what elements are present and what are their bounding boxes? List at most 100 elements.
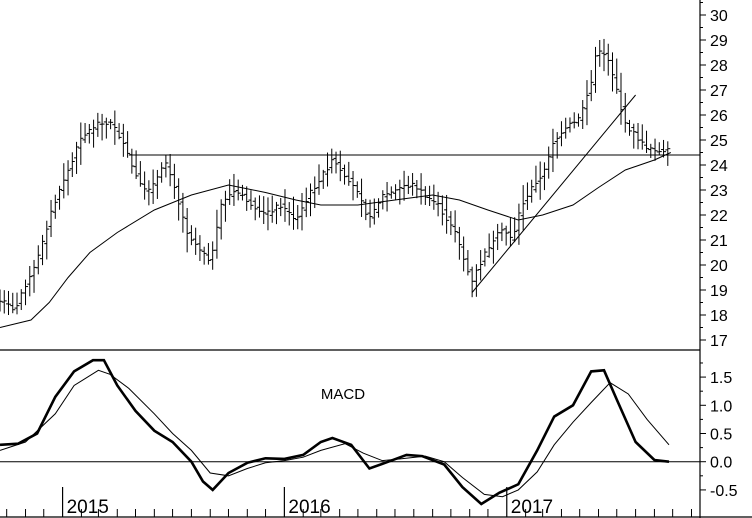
price-bar (27, 266, 33, 297)
price-bar (478, 250, 484, 281)
price-bar (405, 175, 411, 195)
price-bar (146, 180, 152, 206)
price-bar (78, 122, 84, 165)
price-bar (1, 290, 7, 314)
price-bar (0, 289, 3, 312)
price-y-tick-label: 19 (710, 283, 728, 300)
price-bar (108, 119, 114, 130)
price-bar (652, 138, 658, 161)
price-bar (184, 208, 190, 253)
price-bar (150, 169, 156, 204)
price-bar (137, 161, 143, 187)
price-bar (235, 179, 241, 201)
price-bar (533, 165, 539, 193)
price-bar (512, 217, 518, 243)
price-moving-average-line (0, 152, 672, 328)
price-bar (550, 128, 556, 173)
price-y-tick-label: 18 (710, 308, 728, 325)
price-bar (627, 119, 633, 136)
price-bar (507, 217, 513, 247)
price-bar (52, 194, 58, 219)
price-bar (376, 198, 382, 218)
price-bar (431, 184, 437, 210)
price-bar (580, 100, 586, 129)
price-bar (290, 196, 296, 230)
x-axis: 2015 2016 2017 (6, 487, 692, 518)
price-bar (201, 246, 207, 265)
price-bar (622, 92, 628, 133)
price-bar (575, 113, 581, 127)
price-bar (261, 196, 267, 225)
price-bar (503, 225, 509, 246)
price-panel (0, 38, 700, 328)
price-y-tick-label: 23 (710, 183, 728, 200)
price-bar (588, 70, 594, 102)
macd-annotation: MACD (321, 386, 365, 403)
price-bar (367, 199, 373, 228)
macd-panel: MACD (0, 358, 700, 506)
price-y-tick-label: 24 (710, 158, 728, 175)
price-bar (269, 195, 275, 223)
macd-y-axis: -0.5 0.0 0.5 1.0 1.5 (700, 362, 738, 500)
price-y-tick-label: 22 (710, 208, 728, 225)
price-bar (473, 264, 479, 297)
price-bar (69, 152, 75, 178)
price-bar (74, 141, 80, 174)
price-bar (112, 110, 118, 145)
price-bar (490, 230, 496, 264)
price-bar (248, 190, 254, 210)
price-bar (163, 155, 169, 178)
macd-series-thick (0, 358, 670, 506)
price-bar (388, 186, 394, 199)
price-bar (214, 209, 220, 259)
price-y-tick-label: 17 (710, 333, 728, 350)
price-bar (529, 179, 535, 203)
price-bar (354, 181, 360, 198)
price-bar (384, 181, 390, 212)
price-bar (273, 201, 279, 225)
price-bar (265, 197, 271, 231)
price-bar (584, 80, 590, 126)
price-bar (197, 235, 203, 262)
price-bar (40, 234, 46, 266)
price-bar (82, 123, 88, 144)
price-bar (567, 117, 573, 133)
price-bar (205, 243, 211, 265)
price-bar (563, 117, 569, 139)
price-bar (103, 117, 109, 139)
price-bar (176, 178, 182, 221)
price-bar (452, 210, 458, 243)
price-bar (286, 202, 292, 226)
price-bar (35, 245, 41, 275)
price-bar (218, 199, 224, 240)
price-bar (325, 152, 331, 187)
price-bar (316, 164, 322, 195)
price-bar (639, 124, 645, 150)
price-bar (308, 183, 314, 217)
price-bar (456, 226, 462, 260)
price-bar (299, 192, 305, 231)
price-bar (337, 150, 343, 182)
price-bar (329, 148, 335, 174)
price-bar (656, 142, 662, 156)
price-bar (482, 248, 488, 267)
price-bar (499, 222, 505, 242)
price-bar (537, 161, 543, 200)
price-bars (0, 38, 671, 315)
price-bar (614, 58, 620, 94)
price-bar (95, 112, 101, 137)
x-tick-label: 2016 (288, 497, 330, 518)
price-bar (180, 192, 186, 233)
x-tick-label: 2015 (67, 497, 109, 518)
price-bar (99, 113, 105, 141)
price-bar (610, 52, 615, 92)
price-bar (125, 131, 131, 158)
price-bar (244, 186, 250, 211)
price-bar (516, 203, 522, 245)
price-bar (65, 160, 71, 196)
price-bar (10, 292, 16, 314)
price-bar (601, 38, 607, 72)
price-bar (520, 185, 526, 231)
price-bar (48, 199, 54, 238)
